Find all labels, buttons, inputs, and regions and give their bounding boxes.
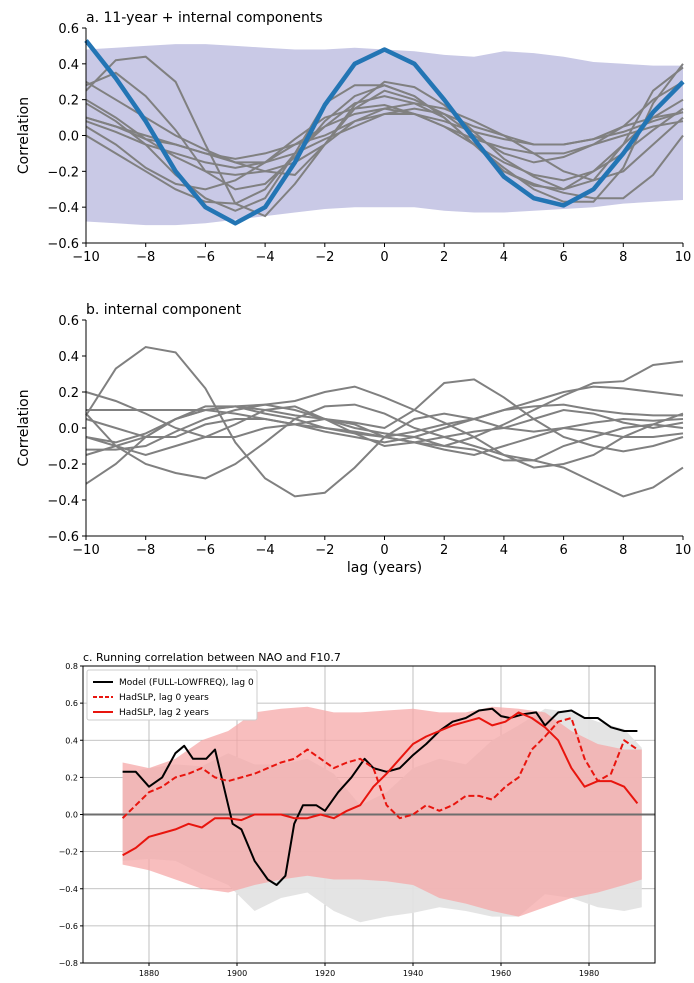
y-tick-label: −0.2 <box>47 458 79 473</box>
x-tick-label: 0 <box>380 250 388 265</box>
hadslp-spread-band <box>122 706 642 917</box>
y-tick-label: −0.6 <box>47 237 79 252</box>
x-tick-label: 10 <box>675 250 692 265</box>
legend-box <box>86 669 258 721</box>
model-line <box>122 707 638 886</box>
ensemble-line-10 <box>85 107 684 169</box>
x-tick-label: −6 <box>196 543 215 558</box>
y-tick-label: −0.4 <box>47 494 79 509</box>
x-tick-label: 4 <box>500 543 508 558</box>
y-axis-label: Correlation <box>16 389 32 466</box>
x-tick-label: 6 <box>559 250 567 265</box>
y-tick-label: −0.4 <box>47 201 79 216</box>
x-tick-label: −4 <box>256 250 275 265</box>
y-tick-label: 0.4 <box>58 350 79 365</box>
panel-title: c. Running correlation between NAO and F… <box>83 651 341 664</box>
x-tick-label: 6 <box>559 543 567 558</box>
panel-a: −0.6 −0.4 −0.2 0.0 0.2 0.4 0.6 −10 −8 −6 −4 −2 0 2 4 6 8… <box>16 10 691 265</box>
ensemble-line-5 <box>85 385 684 469</box>
y-tick-label: 0.8 <box>65 662 78 671</box>
y-tick-label: −0.8 <box>59 959 78 968</box>
x-tick-label: 8 <box>619 250 627 265</box>
ensemble-line-8 <box>85 107 684 164</box>
x-tick-label: −8 <box>136 250 155 265</box>
ensemble-line-8 <box>85 405 684 457</box>
x-tick-label: −8 <box>136 543 155 558</box>
ensemble-line-7 <box>86 403 683 444</box>
hadslp-lag0-line <box>121 717 638 820</box>
ensemble-line-6 <box>85 95 684 205</box>
highlight-line <box>84 39 685 226</box>
y-tick-label: −0.2 <box>47 165 79 180</box>
y-tick-label: 0.0 <box>58 422 79 437</box>
x-tick-label: 1980 <box>579 969 599 978</box>
ensemble-line-10 <box>86 403 684 462</box>
legend-label: Model (FULL-LOWFREQ), lag 0 <box>119 678 254 688</box>
x-tick-label: 8 <box>619 543 627 558</box>
y-tick-label: 0.2 <box>58 386 79 401</box>
panel-title: a. 11-year + internal components <box>86 10 323 26</box>
y-tick-label: 0.2 <box>65 773 78 782</box>
ensemble-line-2 <box>85 403 684 498</box>
y-tick-label: −0.6 <box>47 530 79 545</box>
ensemble-line-7 <box>85 80 684 176</box>
legend: Model (FULL-LOWFREQ), lag 0 HadSLP, lag 0… <box>86 669 258 721</box>
x-tick-label: 2 <box>440 543 448 558</box>
panel-c: −0.8 −0.6 −0.4 −0.2 0.0 0.2 0.4 0.6 0.8 1880 1900 1… <box>59 651 656 978</box>
x-tick-label: −6 <box>196 250 215 265</box>
x-tick-label: 0 <box>380 543 388 558</box>
panel-b: −0.6 −0.4 −0.2 0.0 0.2 0.4 0.6 −10 −8 −6 −4 −2 0 2 4 6 8… <box>16 302 691 576</box>
y-tick-label: 0.2 <box>58 94 79 109</box>
legend-label: HadSLP, lag 0 years <box>119 693 209 703</box>
x-tick-label: −4 <box>256 543 275 558</box>
ensemble-line-9 <box>85 418 684 457</box>
x-tick-label: −10 <box>72 543 99 558</box>
x-tick-label: 4 <box>500 250 508 265</box>
x-tick-label: 1900 <box>227 969 247 978</box>
x-tick-label: 1880 <box>139 969 159 978</box>
x-tick-label: −2 <box>315 250 334 265</box>
x-tick-label: 1940 <box>403 969 423 978</box>
x-tick-label: −10 <box>72 250 99 265</box>
y-tick-label: −0.2 <box>59 848 78 857</box>
hadslp-lag2-line <box>122 711 639 857</box>
y-axis-label: Correlation <box>16 97 32 174</box>
ensemble-line-4 <box>85 378 684 453</box>
y-tick-label: 0.4 <box>58 58 79 73</box>
y-tick-label: 0.0 <box>58 130 79 145</box>
x-tick-label: 10 <box>675 543 692 558</box>
x-tick-label: −2 <box>315 543 334 558</box>
legend-label: HadSLP, lag 2 years <box>119 708 209 718</box>
x-tick-label: 2 <box>440 250 448 265</box>
x-tick-label: 1920 <box>315 969 335 978</box>
y-tick-label: −0.6 <box>59 922 78 931</box>
y-tick-label: 0.6 <box>58 22 79 37</box>
panel-title: b. internal component <box>86 302 242 318</box>
x-axis-label: lag (years) <box>347 560 422 576</box>
y-tick-label: 0.0 <box>65 811 78 820</box>
y-tick-label: −0.4 <box>59 885 78 894</box>
y-tick-label: 0.4 <box>65 736 78 745</box>
y-tick-label: 0.6 <box>65 699 78 708</box>
y-tick-label: 0.6 <box>58 314 79 329</box>
x-tick-label: 1960 <box>491 969 511 978</box>
